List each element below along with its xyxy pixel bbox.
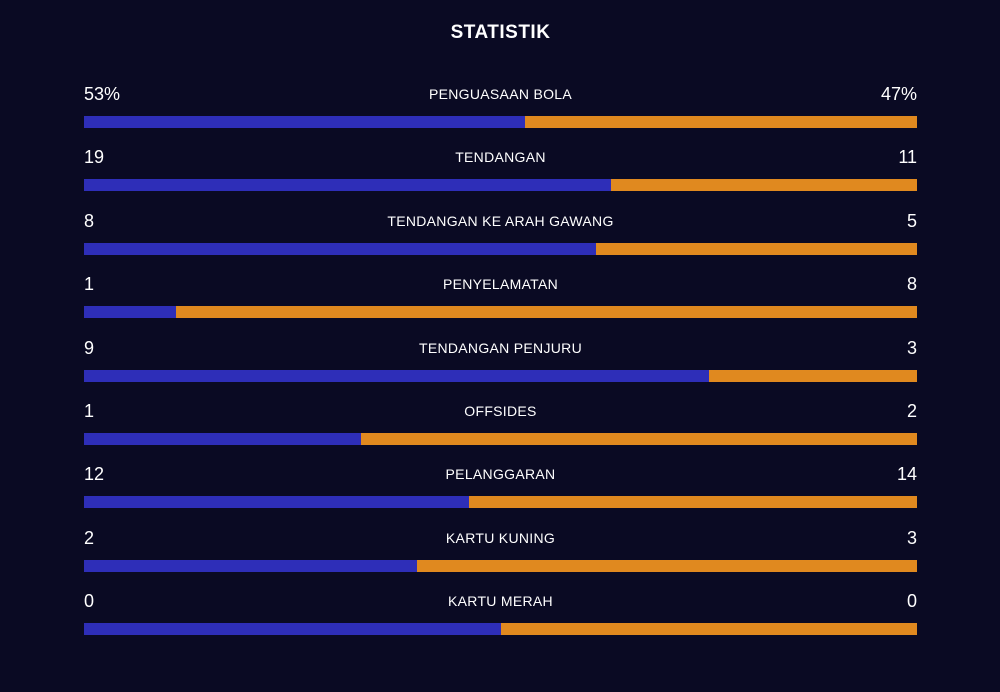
stat-home-value: 12 xyxy=(84,464,105,485)
stat-label: KARTU KUNING xyxy=(445,529,556,546)
stat-away-value: 14 xyxy=(896,464,917,485)
away-share-bar xyxy=(468,496,917,509)
stat-away-value: 47% xyxy=(880,84,917,104)
home-share-bar xyxy=(84,623,501,636)
stat-home-value: 19 xyxy=(84,147,105,168)
stat-row: 1 PENYELAMATAN 8 xyxy=(84,272,917,322)
home-share-bar xyxy=(84,496,469,509)
stat-away-value: 0 xyxy=(906,591,917,612)
home-share-bar xyxy=(84,306,177,319)
stat-away-value: 3 xyxy=(906,527,917,548)
home-share-bar xyxy=(84,179,612,192)
away-share-bar xyxy=(525,116,917,128)
stat-label: TENDANGAN KE ARAH GAWANG xyxy=(387,212,614,229)
statistics-title: STATISTIK xyxy=(450,22,551,43)
stat-row: 1 OFFSIDES 2 xyxy=(84,399,917,449)
stat-comparison-bar xyxy=(84,496,917,509)
stat-row: 8 TENDANGAN KE ARAH GAWANG 5 xyxy=(84,209,917,259)
stat-label: PELANGGARAN xyxy=(445,466,556,483)
stat-comparison-bar xyxy=(84,369,917,382)
stat-row: 2 KARTU KUNING 3 xyxy=(84,526,917,576)
stat-home-value: 1 xyxy=(84,274,95,295)
stat-home-value: 53% xyxy=(84,84,121,104)
stat-away-value: 2 xyxy=(906,401,917,421)
away-share-bar xyxy=(611,179,917,192)
stat-comparison-bar xyxy=(84,242,917,255)
home-share-bar xyxy=(84,433,362,445)
away-share-bar xyxy=(500,623,917,636)
home-share-bar xyxy=(84,242,597,255)
stat-home-value: 1 xyxy=(84,401,95,421)
stat-row: 19 TENDANGAN 11 xyxy=(84,145,917,195)
stat-comparison-bar xyxy=(84,306,917,319)
stat-label: TENDANGAN xyxy=(455,149,546,166)
stat-row: 0 KARTU MERAH 0 xyxy=(84,589,917,639)
stat-comparison-bar xyxy=(84,179,917,192)
stat-row: 12 PELANGGARAN 14 xyxy=(84,462,917,512)
stat-home-value: 9 xyxy=(84,337,95,358)
home-share-bar xyxy=(84,559,418,572)
stat-away-value: 11 xyxy=(898,147,917,168)
stat-away-value: 3 xyxy=(906,337,917,358)
stat-label: TENDANGAN PENJURU xyxy=(418,339,582,356)
stat-label: OFFSIDES xyxy=(464,403,537,419)
away-share-bar xyxy=(176,306,917,319)
stat-comparison-bar xyxy=(84,116,917,128)
stat-label: KARTU MERAH xyxy=(448,593,553,610)
stat-away-value: 5 xyxy=(906,210,917,231)
stat-away-value: 8 xyxy=(906,274,917,295)
stat-label: PENGUASAAN BOLA xyxy=(429,86,572,102)
home-share-bar xyxy=(84,369,709,382)
away-share-bar xyxy=(417,559,917,572)
stat-home-value: 8 xyxy=(84,210,95,231)
stat-comparison-bar xyxy=(84,433,917,445)
stat-label: PENYELAMATAN xyxy=(442,276,559,293)
home-share-bar xyxy=(84,116,526,128)
stat-home-value: 2 xyxy=(84,527,95,548)
away-share-bar xyxy=(361,433,917,445)
stat-comparison-bar xyxy=(84,623,917,636)
away-share-bar xyxy=(708,369,917,382)
stat-row: 53% PENGUASAAN BOLA 47% xyxy=(84,82,917,132)
away-share-bar xyxy=(596,242,917,255)
stat-row: 9 TENDANGAN PENJURU 3 xyxy=(84,336,917,386)
stat-home-value: 0 xyxy=(84,591,95,612)
stat-comparison-bar xyxy=(84,559,917,572)
